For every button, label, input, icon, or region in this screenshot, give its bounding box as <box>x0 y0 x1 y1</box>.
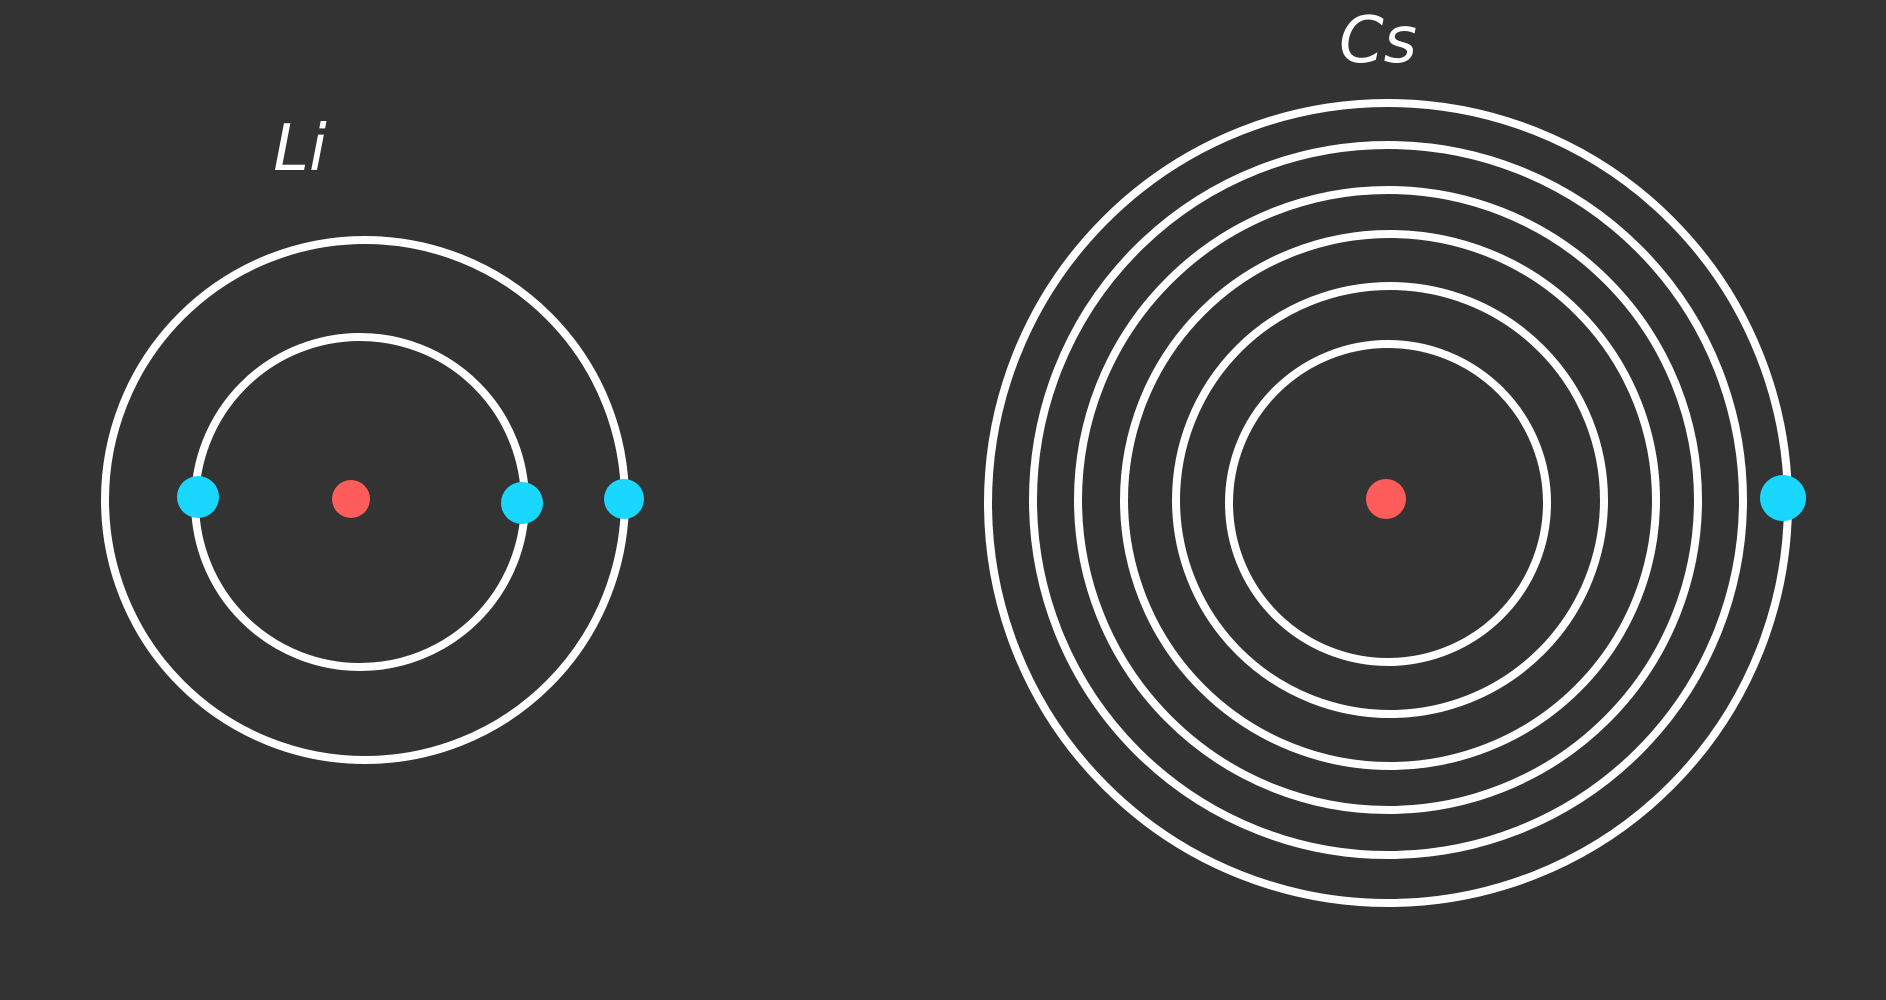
nucleus-li <box>332 480 370 518</box>
electron-li-1 <box>177 476 219 518</box>
electron-shell-cs-3 <box>1120 230 1660 770</box>
nucleus-cs <box>1366 479 1406 519</box>
electron-cs-1 <box>1760 475 1806 521</box>
electron-shell-cs-4 <box>1074 186 1702 814</box>
atom-li: Li <box>101 112 644 764</box>
atom-label-li: Li <box>273 112 327 186</box>
electron-shell-cs-1 <box>1225 340 1551 666</box>
electron-shell-cs-2 <box>1172 282 1608 718</box>
electron-li-3 <box>604 479 644 519</box>
atom-cs: Cs <box>984 4 1806 907</box>
atom-label-cs: Cs <box>1339 4 1417 78</box>
electron-li-2 <box>501 482 543 524</box>
electron-shell-cs-5 <box>1029 141 1747 859</box>
